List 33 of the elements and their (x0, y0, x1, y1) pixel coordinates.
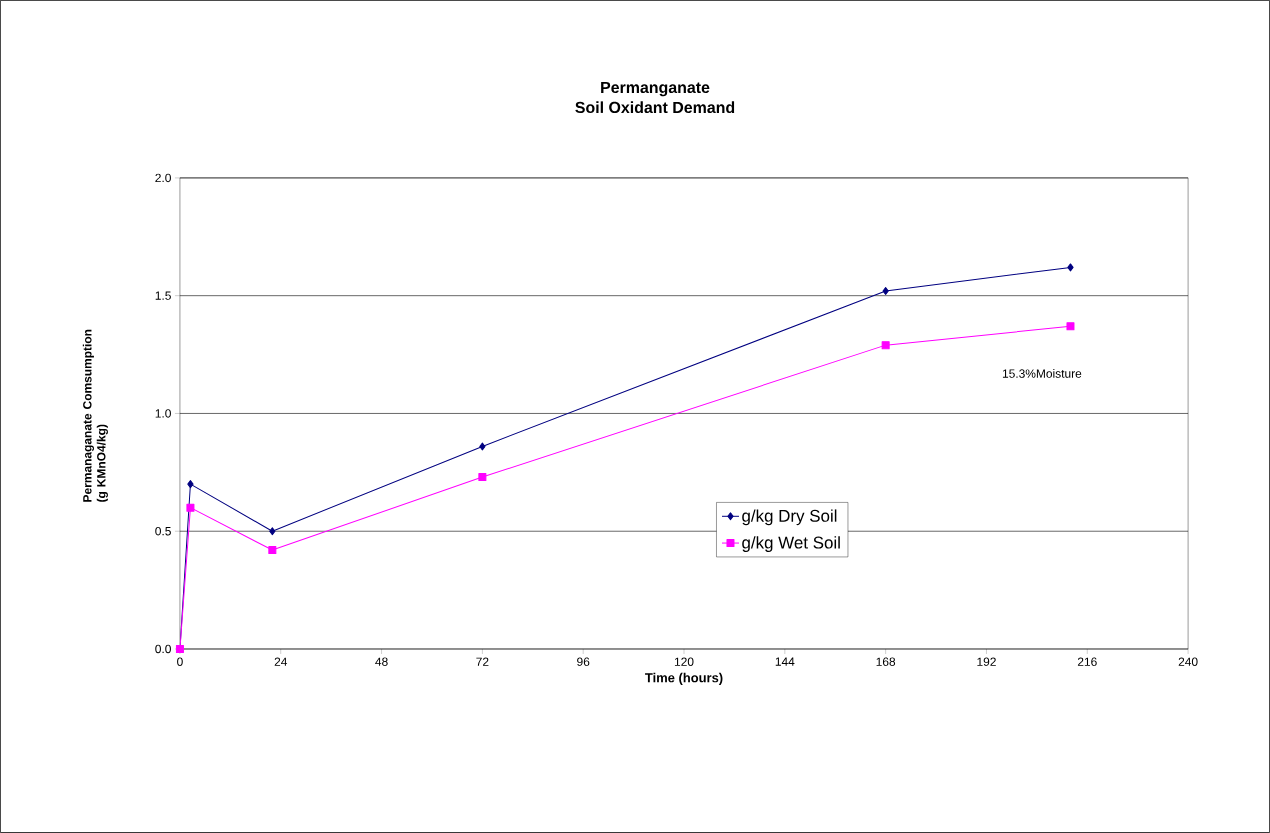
point (1066, 322, 1075, 331)
point (882, 287, 889, 295)
point (186, 503, 195, 512)
legend-label: g/kg Wet Soil (742, 536, 840, 552)
x-tick-label: 96 (577, 657, 590, 666)
point (268, 546, 277, 555)
point (478, 473, 487, 482)
y-tick-label: 0.5 (155, 527, 171, 536)
legend-label: g/kg Dry Soil (742, 509, 837, 526)
chart-subtitle: Soil Oxidant Demand (575, 101, 735, 114)
x-tick-label: 72 (476, 657, 489, 666)
x-axis-title: Time (hours) (645, 672, 723, 685)
y-tick-label: 0.0 (155, 644, 171, 654)
x-tick-label: 192 (977, 657, 996, 666)
point (187, 480, 194, 489)
x-tick-label: 0 (177, 657, 183, 666)
x-tick-label: 216 (1077, 657, 1097, 666)
x-tick-label: 120 (674, 657, 694, 666)
x-tick-label: 24 (274, 657, 288, 666)
x-tick-label: 144 (775, 657, 795, 666)
x-tick-label: 240 (1178, 657, 1198, 666)
x-tick-label: 168 (876, 657, 896, 666)
x-tick-label: 48 (375, 657, 388, 666)
y-tick-label: 1.5 (155, 291, 171, 300)
point (1067, 263, 1074, 272)
point (881, 341, 890, 350)
y-tick-label: 1.0 (155, 409, 171, 418)
annotation: 15.3%Moisture (1002, 369, 1082, 378)
point (269, 527, 276, 536)
chart-title: Permanganate (601, 81, 710, 97)
y-tick-label: 2.0 (155, 173, 171, 183)
point (479, 442, 486, 451)
y-axis-title: Permanaganate Comsumption (g KMnO4/kg) (82, 329, 108, 502)
